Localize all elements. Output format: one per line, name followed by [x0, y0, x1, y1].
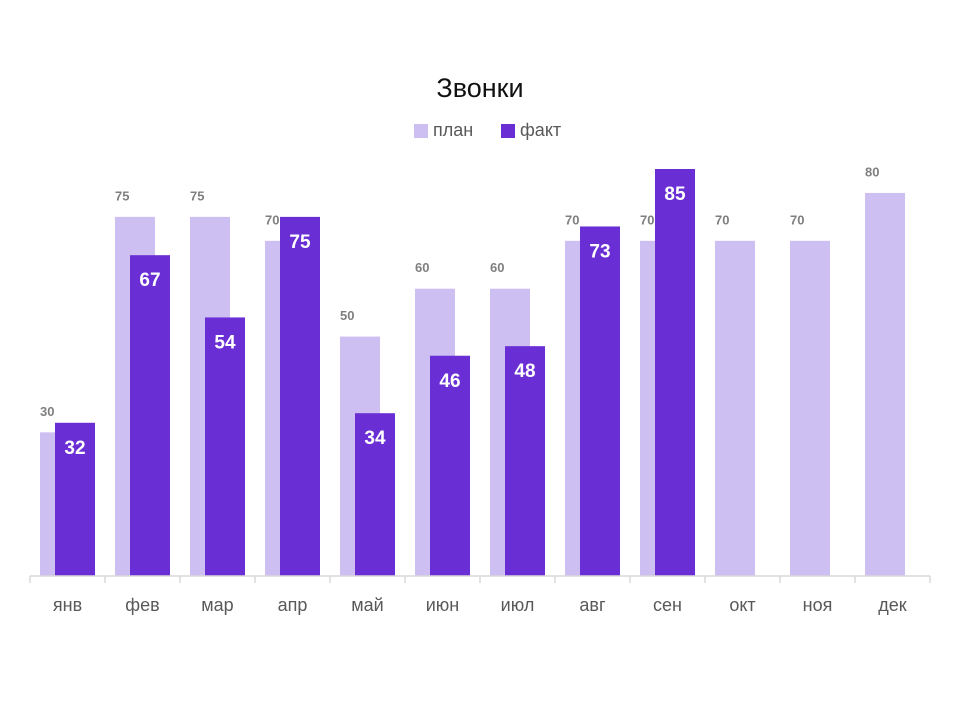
data-label: 34 — [364, 428, 386, 449]
bar — [280, 216, 320, 576]
chart-title: Звонки — [436, 73, 523, 103]
legend-label: план — [433, 120, 473, 140]
data-label: 75 — [190, 188, 204, 203]
bar — [55, 422, 95, 576]
bar — [865, 192, 905, 577]
x-tick-label: ноя — [803, 595, 833, 615]
data-label: 60 — [415, 260, 429, 275]
x-tick-label: апр — [278, 595, 308, 615]
x-tick-label: авг — [579, 595, 606, 615]
legend-label: факт — [520, 120, 561, 140]
data-label: 85 — [664, 184, 686, 205]
data-label: 73 — [589, 241, 610, 262]
data-label: 30 — [40, 404, 54, 419]
data-label: 60 — [490, 260, 504, 275]
data-label: 67 — [139, 270, 160, 291]
x-tick-label: янв — [53, 595, 82, 615]
data-label: 75 — [289, 232, 311, 253]
data-label: 46 — [439, 371, 460, 392]
data-label: 54 — [214, 332, 236, 353]
bar — [715, 240, 755, 576]
data-label: 70 — [265, 212, 279, 227]
bar — [130, 255, 170, 576]
bar — [355, 413, 395, 576]
data-label: 70 — [790, 212, 804, 227]
bar — [505, 346, 545, 576]
data-label: 48 — [514, 361, 535, 382]
x-tick-label: май — [351, 595, 383, 615]
legend-swatch — [501, 124, 515, 138]
data-label: 80 — [865, 164, 879, 179]
x-tick-label: сен — [653, 595, 682, 615]
bar — [790, 240, 830, 576]
bar — [205, 317, 245, 576]
bar — [430, 355, 470, 576]
x-tick-label: фев — [125, 595, 159, 615]
legend-swatch — [414, 124, 428, 138]
x-tick-label: дек — [878, 595, 907, 615]
data-label: 75 — [115, 188, 129, 203]
x-tick-label: июл — [501, 595, 535, 615]
x-tick-label: мар — [201, 595, 233, 615]
data-label: 70 — [715, 212, 729, 227]
bar — [655, 169, 695, 576]
data-label: 50 — [340, 308, 354, 323]
data-label: 70 — [640, 212, 654, 227]
x-tick-label: окт — [729, 595, 755, 615]
bar — [580, 226, 620, 577]
data-label: 32 — [64, 438, 85, 459]
x-tick-label: июн — [426, 595, 460, 615]
data-label: 70 — [565, 212, 579, 227]
